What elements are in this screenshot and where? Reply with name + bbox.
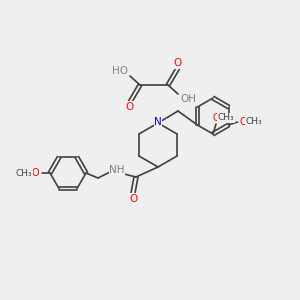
Text: CH₃: CH₃: [218, 113, 234, 122]
Text: O: O: [240, 117, 248, 127]
Text: O: O: [31, 168, 39, 178]
Text: OH: OH: [180, 94, 196, 104]
Text: CH₃: CH₃: [16, 169, 32, 178]
Text: NH: NH: [109, 165, 125, 175]
Text: N: N: [154, 117, 162, 127]
Text: HO: HO: [112, 66, 128, 76]
Text: O: O: [129, 194, 137, 204]
Text: O: O: [174, 58, 182, 68]
Text: CH₃: CH₃: [245, 118, 262, 127]
Text: O: O: [212, 113, 220, 123]
Text: O: O: [126, 102, 134, 112]
